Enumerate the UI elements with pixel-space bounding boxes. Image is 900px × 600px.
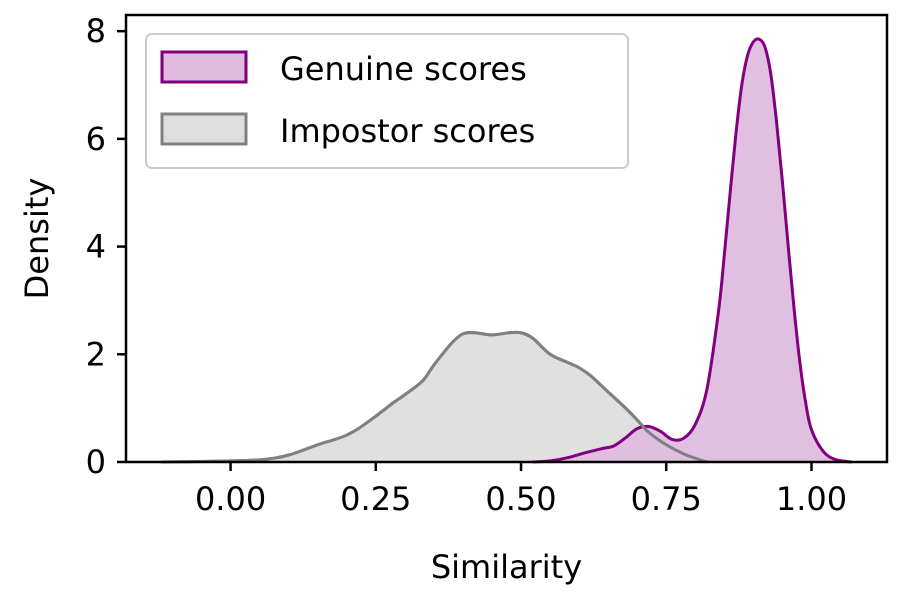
y-tick-label: 0 — [86, 443, 106, 481]
x-tick-label: 0.00 — [195, 480, 266, 518]
x-tick-label: 0.50 — [485, 480, 556, 518]
impostor-legend-swatch — [160, 112, 248, 146]
legend-box — [145, 33, 629, 169]
y-tick-label: 8 — [86, 12, 106, 50]
genuine-legend-label: Genuine scores — [280, 50, 527, 88]
impostor-legend-label: Impostor scores — [280, 112, 535, 150]
y-tick-label: 4 — [86, 228, 106, 266]
x-axis-label: Similarity — [431, 548, 582, 586]
y-tick-label: 6 — [86, 120, 106, 158]
x-tick-label: 0.25 — [340, 480, 411, 518]
x-tick-label: 1.00 — [776, 480, 847, 518]
y-tick-label: 2 — [86, 335, 106, 373]
plot-area — [160, 37, 853, 464]
genuine-legend-swatch — [160, 50, 248, 84]
plot-frame — [124, 13, 889, 464]
impostor-density-line-overlay — [160, 330, 708, 464]
y-axis-label: Density — [18, 178, 56, 300]
genuine-density-area — [532, 38, 853, 462]
legend: Genuine scores Impostor scores — [145, 33, 629, 169]
axes: 0.00 0.25 0.50 0.75 1.00 0 2 4 6 8 — [86, 12, 889, 518]
x-tick-label: 0.75 — [631, 480, 702, 518]
genuine-density-line — [532, 37, 853, 464]
